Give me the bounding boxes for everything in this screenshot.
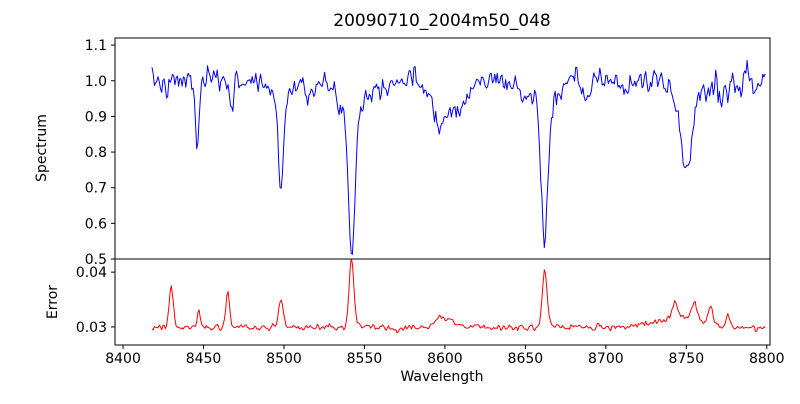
error-y-axis-label: Error — [45, 285, 61, 319]
error-y-axis-ticks: 0.03 0.04 — [76, 265, 115, 336]
spectrum-series — [151, 60, 766, 255]
error-panel-spines — [114, 258, 771, 346]
spectrum-y-axis-label: Spectrum — [34, 114, 50, 182]
chart-title: 20090710_2004m50_048 — [333, 11, 550, 31]
x-tick-label: 8700 — [588, 351, 624, 367]
error-series — [151, 259, 766, 334]
x-axis-label: Wavelength — [400, 369, 483, 385]
x-axis-ticks: 8400 8450 8500 8550 8600 8650 8700 8750 8800 — [105, 345, 785, 367]
x-tick-label: 8450 — [186, 351, 222, 367]
x-tick-label: 8600 — [427, 351, 463, 367]
spectrum-y-tick-label: 0.8 — [85, 145, 107, 161]
x-tick-label: 8800 — [749, 351, 785, 367]
error-line — [151, 259, 766, 334]
spectrum-y-tick-label: 0.5 — [85, 252, 107, 268]
x-tick-label: 8500 — [266, 351, 302, 367]
x-tick-label: 8550 — [347, 351, 383, 367]
x-tick-label: 8650 — [508, 351, 544, 367]
spectrum-y-tick-label: 0.9 — [85, 109, 107, 125]
spectrum-y-tick-label: 0.7 — [85, 181, 107, 197]
x-tick-label: 8400 — [105, 351, 141, 367]
spectrum-y-tick-label: 0.6 — [85, 216, 107, 232]
x-tick-label: 8750 — [668, 351, 704, 367]
spectrum-y-tick-label: 1.0 — [85, 74, 107, 90]
spectrum-line — [151, 60, 766, 255]
error-y-tick-label: 0.03 — [76, 320, 107, 336]
error-panel: 0.03 0.04 8400 8450 8500 8550 8600 8650 8700 875… — [45, 258, 785, 367]
spectrum-y-axis-ticks: 0.5 0.6 0.7 0.8 0.9 1.0 1.1 — [85, 38, 115, 268]
spectrum-y-tick-label: 1.1 — [85, 38, 107, 54]
error-y-tick-label: 0.04 — [76, 265, 107, 281]
